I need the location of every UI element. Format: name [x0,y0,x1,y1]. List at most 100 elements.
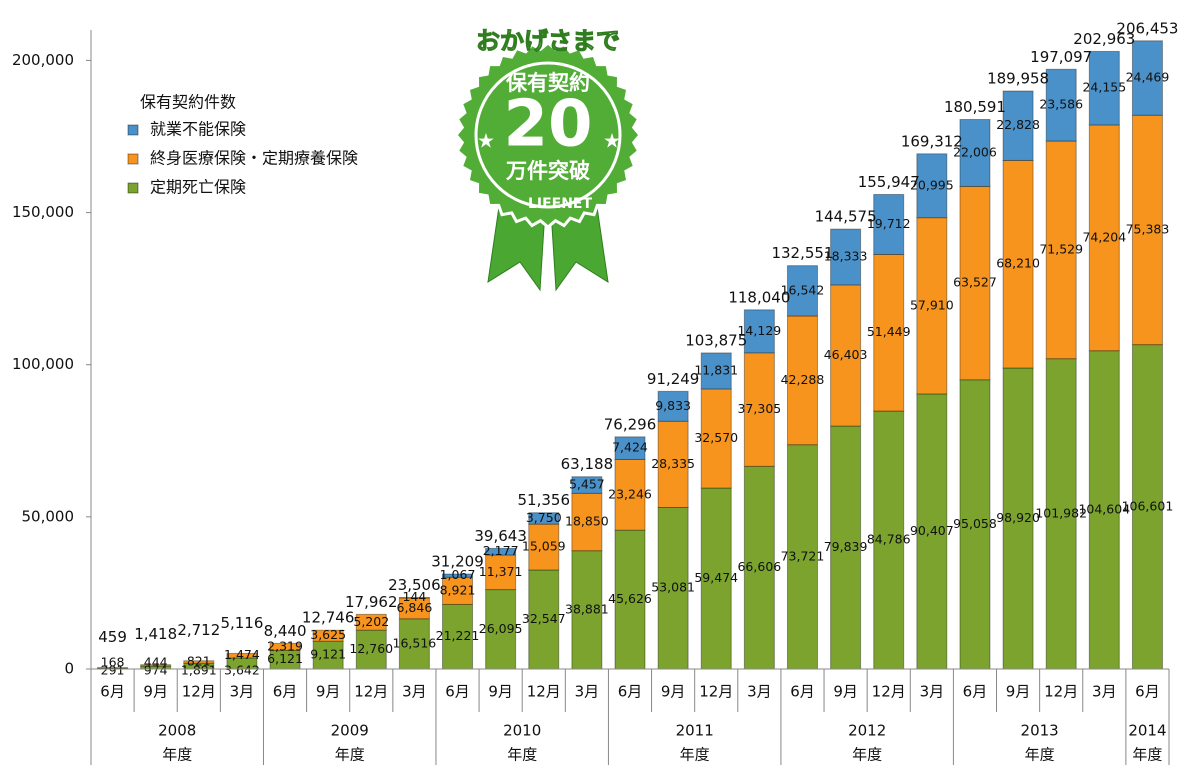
badge-ring [474,61,622,209]
x-tick-label: 3月 [402,683,427,701]
bar-segment [1045,68,1077,142]
data-label: 32,570 [694,430,738,445]
bar-segment [269,642,301,651]
data-label: 74,204 [1082,229,1126,244]
bar-segment [528,512,560,525]
x-tick-label: 6月 [790,683,815,701]
y-tick-label: 0 [64,660,74,678]
bar-segment [485,554,517,591]
bar-segment [786,444,818,670]
bar-segment [614,436,646,460]
data-label: 7,424 [612,440,648,455]
bar-segment [959,379,991,670]
data-label: 98,920 [996,510,1040,525]
badge-star: ★ [477,129,495,153]
data-label: 23,246 [608,486,652,501]
data-label: 8,921 [440,582,476,597]
bar-segment [614,458,646,531]
data-label: 71,529 [1039,241,1083,256]
data-label: 20,995 [910,177,954,192]
data-label: 1,067 [440,567,476,582]
total-label: 17,962 [345,593,398,611]
badge-top: おかげさまで [476,27,620,55]
bar-segment [743,309,775,354]
year-suffix: 年度 [1025,746,1055,764]
total-label: 76,296 [604,415,657,433]
data-label: 6,846 [397,600,433,615]
data-label: 1,891 [181,663,217,678]
total-label: 189,958 [987,69,1049,87]
legend-swatch [127,153,139,165]
x-tick-label: 6月 [445,683,470,701]
year-suffix: 年度 [1132,746,1162,764]
data-label: 974 [144,663,168,678]
bar-segment [571,476,603,494]
data-label: 16,542 [781,282,825,297]
legend-swatch [127,124,139,136]
data-label: 19,712 [867,216,911,231]
data-label: 18,333 [824,248,868,263]
total-label: 12,746 [302,609,355,627]
x-tick-label: 6月 [273,683,298,701]
x-tick-label: 9月 [143,683,168,701]
data-label: 51,449 [867,324,911,339]
total-label: 206,453 [1116,19,1178,37]
data-label: 53,081 [651,580,695,595]
data-label: 95,058 [953,516,997,531]
data-label: 38,881 [565,601,609,616]
bar-segment [485,589,517,670]
data-label: 23,586 [1039,97,1083,112]
x-tick-label: 12月 [1044,683,1078,701]
bar-segment [1045,358,1077,670]
total-label: 202,963 [1073,30,1135,48]
data-label: 22,006 [953,144,997,159]
year-suffix: 年度 [335,746,365,764]
badge-line1: 保有契約 [505,71,590,95]
year-label: 2009 [331,722,369,740]
bar-segment [657,420,689,508]
bar-segment [786,265,818,317]
x-tick-label: 12月 [872,683,906,701]
y-tick-label: 100,000 [12,355,74,373]
data-label: 291 [101,663,125,678]
bar-segment [916,393,948,670]
x-tick-label: 9月 [833,683,858,701]
data-label: 444 [144,655,168,670]
bar-segment [183,660,215,664]
data-label: 821 [187,653,211,668]
bar-segment [1088,124,1120,352]
data-label: 15,059 [522,539,566,554]
year-suffix: 年度 [680,746,710,764]
total-label: 1,418 [134,625,177,643]
x-tick-label: 6月 [1135,683,1160,701]
total-label: 155,947 [858,173,920,191]
x-tick-label: 3月 [747,683,772,701]
total-label: 144,575 [815,208,877,226]
data-label: 11,371 [479,564,523,579]
year-label: 2010 [503,722,541,740]
data-label: 168 [101,655,125,670]
data-label: 12,760 [349,641,393,656]
badge-brand: LIFENET [528,196,593,212]
bar-segment [1088,350,1120,670]
year-suffix: 年度 [852,746,882,764]
badge-line2: 万件突破 [505,159,590,183]
data-label: 24,469 [1126,70,1170,85]
bar-segment [1131,114,1163,346]
badge-seal [454,41,642,229]
data-label: 14,129 [737,323,781,338]
data-label: 63,527 [953,275,997,290]
total-label: 103,875 [685,331,747,349]
data-label: 79,839 [824,539,868,554]
data-label: 26,095 [479,621,523,636]
bar-segment [614,529,646,670]
total-label: 91,249 [647,370,700,388]
total-label: 169,312 [901,132,963,150]
total-label: 197,097 [1030,48,1092,66]
data-label: 3,642 [224,663,260,678]
total-label: 459 [98,628,127,646]
data-label: 66,606 [737,559,781,574]
data-label: 68,210 [996,256,1040,271]
bar-segment [442,573,474,578]
x-tick-label: 3月 [575,683,600,701]
